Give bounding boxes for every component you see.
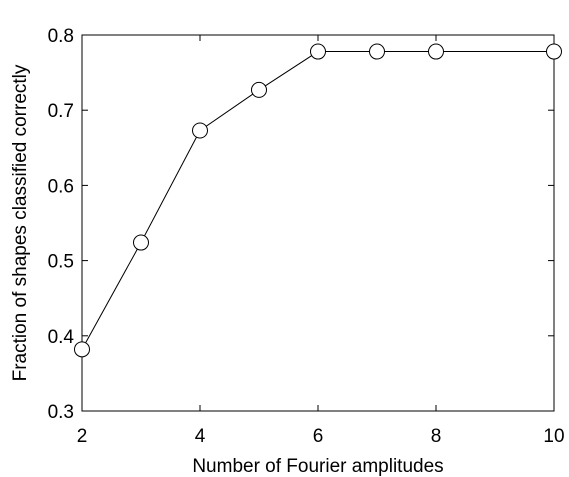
y-tick-label: 0.4 bbox=[48, 327, 75, 348]
ticks-layer: 2 4 6 8 10 0.3 0.4 0.5 0.6 0.7 0.8 bbox=[48, 26, 565, 447]
data-point bbox=[428, 43, 444, 60]
x-tick-label: 2 bbox=[77, 426, 88, 447]
y-tick-label: 0.6 bbox=[48, 176, 74, 197]
y-tick-label: 0.7 bbox=[48, 101, 74, 122]
data-point bbox=[192, 122, 208, 139]
y-tick-label: 0.5 bbox=[48, 252, 74, 273]
data-point bbox=[546, 43, 562, 60]
x-tick-label: 10 bbox=[543, 426, 564, 447]
series-line bbox=[81, 51, 554, 350]
series-layer bbox=[74, 43, 562, 358]
x-tick-label: 8 bbox=[431, 426, 442, 447]
plot-area bbox=[81, 34, 555, 412]
data-point bbox=[133, 234, 149, 251]
data-point bbox=[310, 43, 326, 60]
data-point bbox=[74, 341, 90, 358]
y-axis-label: Fraction of shapes classified correctly bbox=[10, 64, 31, 381]
data-point bbox=[251, 81, 267, 98]
x-tick-label: 6 bbox=[313, 426, 324, 447]
x-tick-label: 4 bbox=[195, 426, 206, 447]
x-axis-label: Number of Fourier amplitudes bbox=[192, 456, 443, 477]
y-tick-label: 0.3 bbox=[48, 402, 74, 423]
y-tick-label: 0.8 bbox=[48, 26, 74, 47]
data-point bbox=[369, 43, 385, 60]
